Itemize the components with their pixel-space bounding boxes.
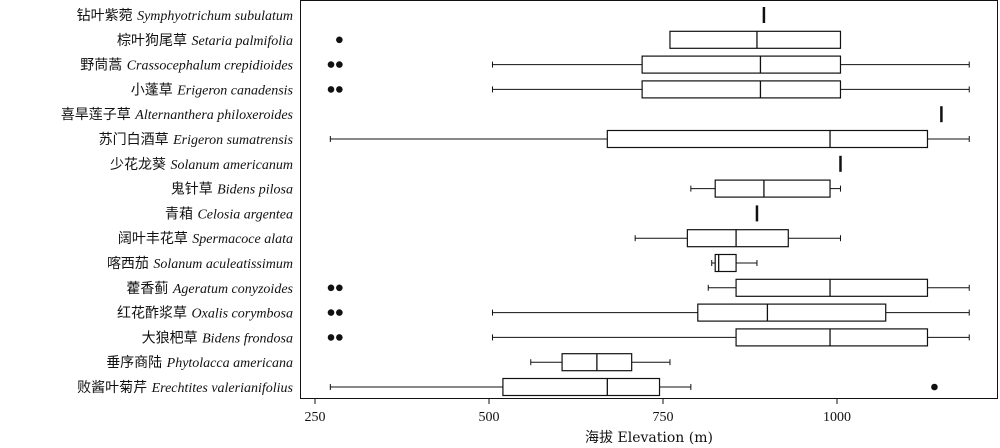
label-latin-name: Ageratum conyzoides	[172, 282, 294, 297]
outlier-point	[336, 86, 343, 93]
category-label: 青葙 Celosia argentea	[165, 206, 293, 222]
outlier-point	[327, 61, 335, 68]
label-chinese-name: 红花酢浆草	[117, 306, 191, 322]
outlier-point	[336, 334, 343, 341]
box	[502, 377, 661, 397]
label-latin-name: Erigeron sumatrensis	[172, 133, 293, 148]
box	[697, 303, 887, 322]
label-chinese-name: 鬼针草	[171, 182, 217, 198]
label-chinese-name: 阔叶丰花草	[118, 231, 192, 247]
box	[686, 229, 789, 248]
category-label: 小蓬草 Erigeron canadensis	[131, 82, 294, 98]
x-tick-label: 750	[653, 410, 674, 425]
category-label: 大狼杷草 Bidens frondosa	[142, 330, 293, 346]
label-chinese-name: 大狼杷草	[142, 330, 202, 346]
label-latin-name: Celosia argentea	[197, 207, 293, 222]
outlier-point	[931, 383, 938, 391]
label-latin-name: Crassocephalum crepidioides	[127, 59, 294, 74]
category-label: 鬼针草 Bidens pilosa	[171, 182, 293, 198]
box	[606, 129, 929, 149]
outlier-point	[327, 334, 335, 341]
category-label: 藿香蓟 Ageratum conyzoides	[126, 281, 293, 297]
label-chinese-name: 垂序商陆	[106, 355, 166, 371]
box	[641, 80, 842, 99]
x-axis-title: 海拔 Elevation (m)	[585, 430, 713, 446]
x-tick-label: 250	[305, 410, 326, 425]
label-latin-name: Alternanthera philoxeroides	[134, 108, 293, 123]
category-label: 钻叶紫菀 Symphyotrichum subulatum	[77, 8, 293, 24]
category-label: 少花龙葵 Solanum americanum	[110, 157, 293, 173]
outlier-point	[327, 86, 335, 93]
label-chinese-name: 棕叶狗尾草	[117, 33, 191, 49]
label-chinese-name: 藿香蓟	[126, 281, 172, 297]
label-chinese-name: 喀西茄	[107, 255, 153, 272]
label-latin-name: Spermacoce alata	[192, 232, 293, 247]
label-chinese-name: 青葙	[165, 206, 197, 222]
x-tick-label: 500	[479, 410, 500, 425]
outlier-point	[336, 284, 343, 292]
box	[735, 328, 929, 347]
category-label: 红花酢浆草 Oxalis corymbosa	[117, 306, 293, 322]
category-label: 棕叶狗尾草 Setaria palmifolia	[117, 33, 293, 49]
box	[714, 253, 737, 273]
box	[714, 179, 831, 198]
label-chinese-name: 苏门白酒草	[99, 132, 173, 148]
category-labels: 钻叶紫菀 Symphyotrichum subulatum 棕叶狗尾草 Setar…	[61, 8, 294, 396]
label-latin-name: Solanum aculeatissimum	[153, 257, 293, 272]
outlier-point	[327, 284, 335, 292]
outlier-point	[336, 309, 343, 316]
label-chinese-name: 少花龙葵	[110, 157, 170, 173]
x-axis: 250 500 750 1000	[305, 399, 851, 425]
plot-frame	[300, 0, 998, 399]
label-latin-name: Solanum americanum	[171, 158, 294, 173]
label-latin-name: Setaria palmifolia	[192, 34, 294, 49]
category-label: 野茼蒿 Crassocephalum crepidioides	[80, 58, 293, 74]
category-label: 阔叶丰花草 Spermacoce alata	[118, 231, 293, 247]
category-label: 苏门白酒草 Erigeron sumatrensis	[99, 132, 294, 148]
label-chinese-name: 钻叶紫菀	[77, 8, 137, 24]
label-chinese-name: 败酱叶菊芹	[77, 380, 151, 396]
label-latin-name: Bidens pilosa	[217, 183, 293, 198]
category-label: 垂序商陆 Phytolacca americana	[106, 355, 293, 371]
label-latin-name: Bidens frondosa	[202, 331, 293, 346]
label-latin-name: Erigeron canadensis	[176, 83, 293, 98]
x-tick-label: 1000	[823, 410, 851, 425]
outlier-point	[327, 309, 335, 316]
label-chinese-name: 小蓬草	[131, 82, 177, 98]
box	[735, 278, 929, 297]
label-latin-name: Phytolacca americana	[166, 356, 293, 371]
category-label: 喜旱莲子草 Alternanthera philoxeroides	[61, 107, 294, 123]
box	[641, 55, 842, 74]
category-label: 败酱叶菊芹 Erechtites valerianifolius	[77, 380, 293, 396]
box	[669, 30, 842, 49]
label-latin-name: Symphyotrichum subulatum	[137, 9, 293, 24]
label-chinese-name: 喜旱莲子草	[61, 107, 135, 123]
label-chinese-name: 野茼蒿	[80, 58, 126, 74]
label-latin-name: Erechtites valerianifolius	[151, 381, 294, 396]
outlier-point	[336, 36, 343, 44]
plot-marks	[327, 7, 970, 397]
label-latin-name: Oxalis corymbosa	[192, 307, 294, 322]
outlier-point	[336, 61, 343, 68]
category-label: 喀西茄 Solanum aculeatissimum	[107, 255, 293, 272]
